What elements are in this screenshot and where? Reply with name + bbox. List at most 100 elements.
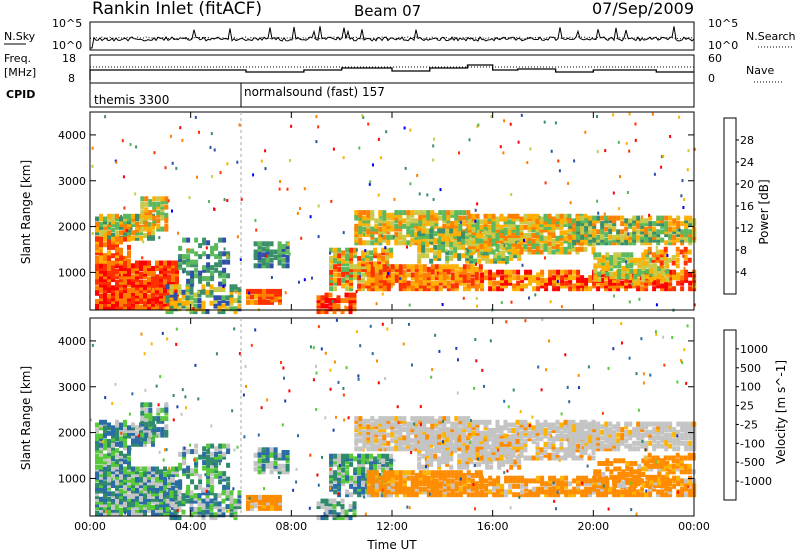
heatmap-cell <box>616 232 621 238</box>
heatmap-cell <box>526 161 529 165</box>
heatmap-cell <box>368 182 371 186</box>
heatmap-cell <box>226 446 231 452</box>
heatmap-cell <box>402 427 407 433</box>
heatmap-cell <box>429 456 434 462</box>
heatmap-cell <box>274 497 278 503</box>
heatmap-cell <box>657 266 662 271</box>
heatmap-cell <box>636 221 641 227</box>
heatmap-cell <box>361 492 366 498</box>
heatmap-cell <box>181 501 186 507</box>
heatmap-cell <box>99 480 103 486</box>
heatmap-cell <box>155 296 159 302</box>
heatmap-cell <box>485 250 490 256</box>
heatmap-cell <box>449 456 454 462</box>
heatmap-cell <box>641 268 646 274</box>
heatmap-cell <box>625 252 630 258</box>
heatmap-cell <box>151 419 155 425</box>
heatmap-cell <box>503 227 508 233</box>
heatmap-cell <box>127 505 131 510</box>
heatmap-cell <box>269 461 274 466</box>
heatmap-cell <box>345 275 350 281</box>
heatmap-cell <box>430 492 435 498</box>
heatmap-cell <box>99 477 103 483</box>
heatmap-cell <box>414 483 419 489</box>
heatmap-cell <box>617 140 620 144</box>
heatmap-cell <box>95 472 99 477</box>
heatmap-cell <box>324 501 329 507</box>
heatmap-cell <box>151 436 155 442</box>
heatmap-cell <box>468 138 471 142</box>
heatmap-cell <box>481 253 486 259</box>
heatmap-cell <box>461 253 466 259</box>
heatmap-cell <box>555 246 560 252</box>
heatmap-cell <box>663 255 668 260</box>
heatmap-cell <box>131 499 135 505</box>
heatmap-cell <box>190 276 195 282</box>
heatmap-cell <box>281 246 286 252</box>
heatmap-cell <box>441 303 444 306</box>
heatmap-cell <box>173 515 178 521</box>
heatmap-cell <box>374 226 379 232</box>
heatmap-cell <box>535 452 540 458</box>
heatmap-cell <box>95 477 99 483</box>
heatmap-cell <box>572 218 577 224</box>
heatmap-cell <box>107 491 111 497</box>
heatmap-cell <box>398 483 403 489</box>
heatmap-cell <box>173 300 178 306</box>
heatmap-cell <box>430 283 435 289</box>
heatmap-cell <box>167 477 171 483</box>
heatmap-cell <box>111 499 115 505</box>
heatmap-cell <box>470 272 475 278</box>
heatmap-cell <box>265 263 270 269</box>
heatmap-cell <box>628 272 633 278</box>
heatmap-cell <box>119 290 123 296</box>
heatmap-cell <box>592 283 597 289</box>
heatmap-cell <box>641 215 644 219</box>
heatmap-cell <box>299 207 301 210</box>
heatmap-cell <box>115 224 119 230</box>
heatmap-cell <box>495 246 500 252</box>
heatmap-cell <box>624 240 629 246</box>
heatmap-cell <box>147 277 151 282</box>
heatmap-cell <box>206 262 211 268</box>
heatmap-cell <box>156 204 161 210</box>
heatmap-cell <box>471 246 476 252</box>
heatmap-cell <box>115 430 119 436</box>
heatmap-cell <box>131 277 135 282</box>
heatmap-cell <box>165 284 170 290</box>
heatmap-cell <box>303 187 306 191</box>
heatmap-cell <box>487 430 492 436</box>
heatmap-cell <box>474 486 479 492</box>
y-tick-label: 2000 <box>58 221 86 234</box>
heatmap-cell <box>163 499 167 505</box>
heatmap-cell <box>341 272 346 278</box>
heatmap-cell <box>433 437 438 443</box>
heatmap-cell <box>119 507 123 513</box>
heatmap-cell <box>686 168 689 172</box>
cpid-label: CPID <box>6 88 35 101</box>
heatmap-cell <box>107 304 111 310</box>
heatmap-cell <box>217 303 222 309</box>
heatmap-cell <box>386 432 391 438</box>
heatmap-cell <box>398 264 403 270</box>
heatmap-cell <box>499 244 504 249</box>
heatmap-cell <box>528 280 533 286</box>
heatmap-cell <box>527 433 532 439</box>
heatmap-cell <box>135 472 139 477</box>
heatmap-cell <box>596 286 601 292</box>
heatmap-cell <box>655 249 660 255</box>
heatmap-cell <box>483 422 488 428</box>
heatmap-cell <box>572 226 577 232</box>
heatmap-cell <box>151 301 155 307</box>
heatmap-cell <box>164 204 169 210</box>
heatmap-cell <box>386 446 391 452</box>
heatmap-cell <box>402 435 407 441</box>
heatmap-cell <box>636 215 641 221</box>
heatmap-cell <box>425 253 430 259</box>
heatmap-cell <box>446 223 451 229</box>
heatmap-cell <box>563 422 568 428</box>
heatmap-cell <box>652 280 657 286</box>
heatmap-cell <box>433 434 438 440</box>
heatmap-cell <box>434 492 439 498</box>
heatmap-cell <box>103 496 107 502</box>
